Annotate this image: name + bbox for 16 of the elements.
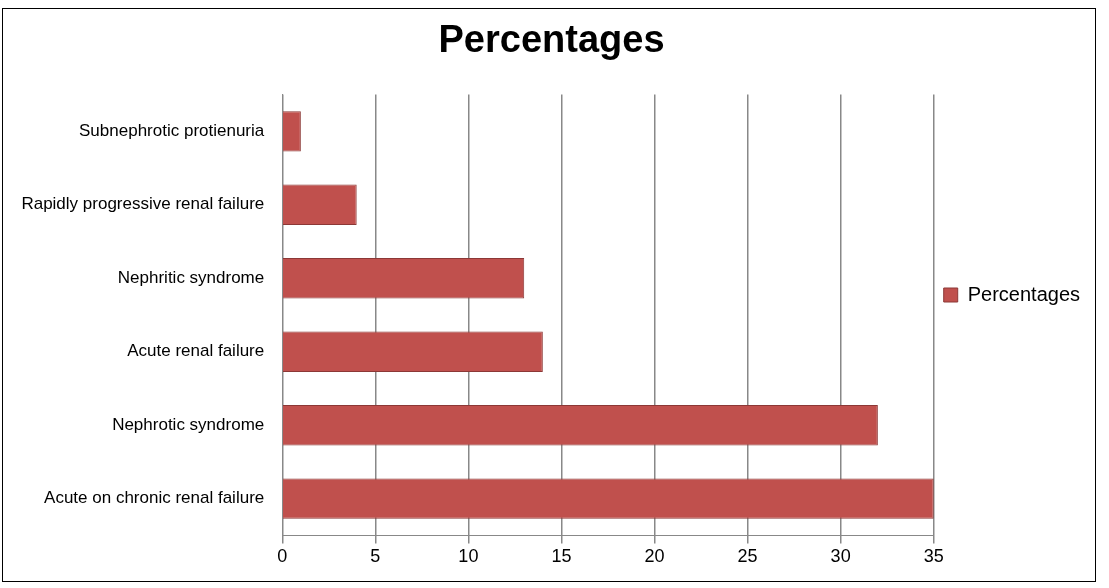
y-tick-label: Nephritic syndrome bbox=[117, 267, 265, 287]
x-tick-label: 0 bbox=[277, 546, 288, 567]
y-tick-label: Subnephrotic protienuria bbox=[79, 121, 265, 141]
x-tick-label: 35 bbox=[923, 546, 944, 567]
x-tick-label: 30 bbox=[830, 546, 851, 567]
y-tick-label: Nephrotic syndrome bbox=[112, 414, 265, 434]
chart-title: Percentages bbox=[438, 18, 665, 61]
x-tick-label: 5 bbox=[370, 546, 381, 567]
x-tick-label: 25 bbox=[737, 546, 758, 567]
legend-label: Percentages bbox=[967, 282, 1080, 305]
y-tick-label: Rapidly progressive renal failure bbox=[21, 194, 265, 214]
y-tick-label: Acute on chronic renal failure bbox=[44, 488, 265, 508]
x-tick-label: 15 bbox=[551, 546, 572, 567]
x-tick-label: 20 bbox=[644, 546, 665, 567]
y-tick-label: Acute renal failure bbox=[127, 341, 265, 361]
x-tick-label: 10 bbox=[458, 546, 479, 567]
